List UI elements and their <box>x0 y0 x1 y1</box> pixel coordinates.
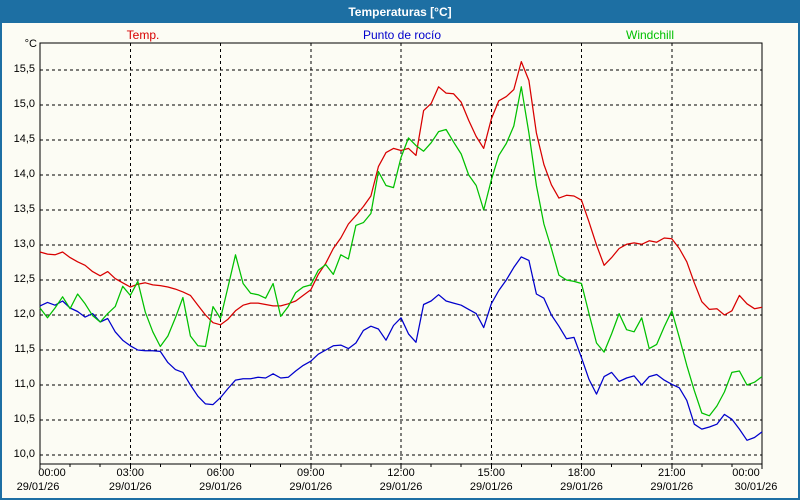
y-tick-label: 12,5 <box>13 273 35 285</box>
x-tick-date-label: 29/01/26 <box>560 481 603 493</box>
y-tick-label: 10,5 <box>13 413 35 425</box>
legend-item-windchill: Windchill <box>625 28 675 42</box>
y-tick-label: 12,0 <box>13 308 35 320</box>
series-line-temp <box>39 60 763 326</box>
x-tick-time-label: 06:00 <box>206 467 235 479</box>
x-tick-time-label: 18:00 <box>567 467 596 479</box>
x-tick-time-label: 09:00 <box>296 467 325 479</box>
title-bar: Temperaturas [°C] <box>2 2 798 23</box>
x-tick-time-label: 12:00 <box>387 467 415 479</box>
y-axis-unit: °C <box>24 38 37 50</box>
x-tick-time-label: 21:00 <box>657 467 686 479</box>
x-tick-date-label: 29/01/26 <box>379 481 423 493</box>
y-tick-label: 13,5 <box>13 203 35 215</box>
x-tick-date-label: 29/01/26 <box>289 481 333 493</box>
y-tick-label: 11,0 <box>14 378 35 390</box>
legend-item-temp: Temp. <box>126 28 160 42</box>
y-tick-label: 10,0 <box>13 448 35 460</box>
x-tick-time-label: 00:00 <box>732 467 760 479</box>
y-tick-label: 15,0 <box>13 98 35 110</box>
y-tick-label: 14,5 <box>13 133 35 145</box>
x-tick-date-label: 29/01/26 <box>108 481 152 493</box>
x-tick-time-label: 00:00 <box>38 467 66 479</box>
x-tick-date-label: 29/01/26 <box>16 481 60 493</box>
legend-item-dewpoint: Punto de rocío <box>362 28 442 42</box>
series-line-dewpoint <box>39 256 763 441</box>
x-tick-time-label: 03:00 <box>116 467 145 479</box>
y-tick-label: 11,5 <box>14 343 35 355</box>
y-tick-label: 15,5 <box>13 63 35 75</box>
y-tick-label: 14,0 <box>13 168 35 180</box>
x-tick-date-label: 29/01/26 <box>199 481 242 493</box>
x-tick-time-label: 15:00 <box>477 467 506 479</box>
page-title: Temperaturas [°C] <box>348 5 452 19</box>
series-line-windchill <box>39 86 763 417</box>
y-tick-label: 13,0 <box>13 238 35 250</box>
x-tick-date-label: 30/01/26 <box>734 481 778 493</box>
x-tick-date-label: 29/01/26 <box>650 481 694 493</box>
x-tick-date-label: 29/01/26 <box>469 481 513 493</box>
